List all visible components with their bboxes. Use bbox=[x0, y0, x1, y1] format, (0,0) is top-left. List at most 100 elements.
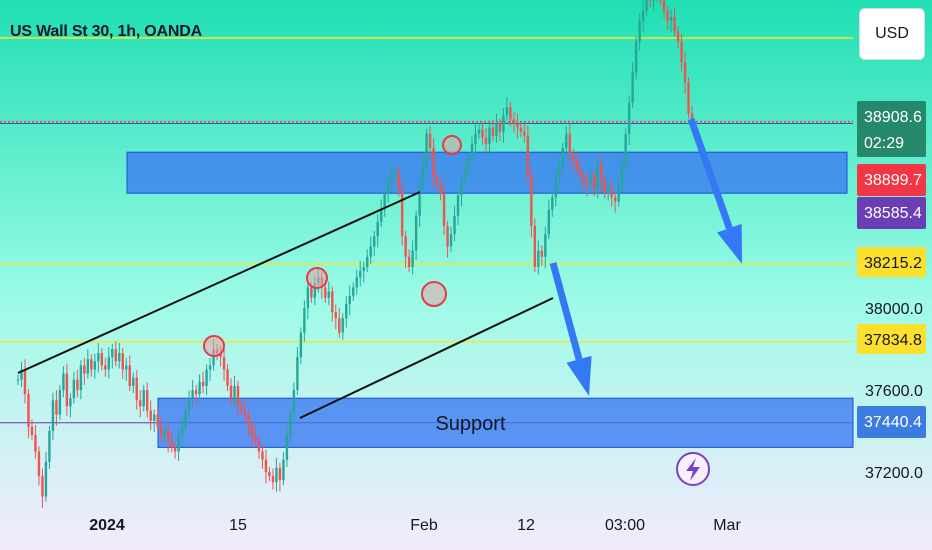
candle-body bbox=[338, 318, 341, 333]
candle-body bbox=[233, 385, 236, 399]
candle-body bbox=[558, 164, 561, 177]
candle-body bbox=[261, 451, 264, 460]
candle-body bbox=[606, 189, 610, 194]
candle-body bbox=[659, 0, 662, 1]
candle-body bbox=[463, 168, 467, 181]
candle-body bbox=[313, 283, 317, 298]
candle-body bbox=[275, 467, 278, 483]
candle-body bbox=[477, 129, 481, 134]
candle-body bbox=[226, 369, 229, 386]
candle-body bbox=[411, 250, 414, 267]
candle-body bbox=[111, 349, 114, 358]
candle-body bbox=[669, 16, 673, 21]
candle-body bbox=[386, 180, 390, 194]
candle-body bbox=[575, 160, 578, 169]
candle-body bbox=[610, 189, 613, 198]
candle-body bbox=[299, 332, 303, 358]
highlight-circle bbox=[442, 135, 462, 155]
candle-body bbox=[418, 185, 421, 216]
candle-body bbox=[359, 271, 362, 278]
candle-body bbox=[600, 164, 603, 181]
candle-body bbox=[687, 82, 690, 114]
candle-body bbox=[90, 359, 93, 370]
candle-body bbox=[579, 168, 582, 177]
candle-body bbox=[268, 472, 271, 477]
candle-body bbox=[442, 193, 446, 226]
candle-body bbox=[453, 215, 456, 235]
candle-body bbox=[554, 176, 558, 198]
candle-body bbox=[236, 385, 240, 407]
candle-body bbox=[505, 107, 509, 116]
highlight-circle bbox=[306, 267, 328, 289]
candle-body bbox=[27, 394, 30, 427]
candle-body bbox=[198, 381, 201, 395]
candle-body bbox=[638, 21, 641, 42]
x-tick-label: 2024 bbox=[89, 517, 125, 534]
candle-body bbox=[537, 250, 540, 267]
candle-body bbox=[170, 441, 173, 448]
candle-body bbox=[282, 459, 285, 481]
candle-body bbox=[502, 115, 505, 132]
candle-body bbox=[83, 365, 86, 374]
candle-body bbox=[303, 308, 306, 333]
currency-button[interactable]: USD bbox=[859, 8, 925, 60]
arrow-head bbox=[566, 355, 592, 396]
candle-body bbox=[495, 123, 498, 136]
candle-body bbox=[544, 234, 547, 257]
candle-body bbox=[341, 318, 344, 333]
candle-body bbox=[407, 256, 411, 267]
candle-body bbox=[526, 135, 530, 175]
candle-body bbox=[435, 176, 439, 185]
candle-body bbox=[177, 435, 180, 452]
candle-body bbox=[366, 256, 369, 267]
candle-body bbox=[118, 353, 121, 362]
candle-body bbox=[379, 209, 383, 222]
candle-body bbox=[540, 250, 544, 257]
candle-body bbox=[58, 390, 62, 415]
arrow-down-support bbox=[549, 262, 592, 396]
candle-body bbox=[156, 414, 159, 427]
candle-body bbox=[48, 431, 51, 462]
candle-body bbox=[683, 62, 687, 83]
candle-body bbox=[586, 180, 589, 185]
candle-body bbox=[355, 277, 358, 288]
x-tick-label: 12 bbox=[517, 517, 535, 534]
candle-body bbox=[191, 390, 194, 399]
candle-body bbox=[565, 133, 568, 149]
candle-body bbox=[620, 164, 624, 185]
candle-body bbox=[240, 406, 243, 411]
candle-body bbox=[16, 379, 20, 381]
candle-body bbox=[93, 361, 97, 370]
candle-body bbox=[254, 435, 257, 442]
candle-body bbox=[152, 414, 156, 421]
candle-body bbox=[509, 107, 512, 120]
x-tick-label: 15 bbox=[229, 517, 247, 534]
candle-body bbox=[257, 441, 261, 452]
candle-body bbox=[44, 461, 48, 497]
price-badge-value: 37440.4 bbox=[864, 414, 922, 431]
highlight-circle bbox=[203, 335, 225, 357]
candle-body bbox=[404, 236, 407, 257]
candle-body bbox=[627, 103, 631, 134]
zone-label: Support bbox=[435, 413, 505, 435]
x-tick-label: Mar bbox=[713, 517, 741, 534]
candle-body bbox=[30, 426, 34, 436]
candle-body bbox=[488, 127, 491, 144]
candle-body bbox=[243, 410, 247, 415]
price-badge bbox=[857, 406, 926, 438]
candle-body bbox=[662, 0, 666, 11]
candle-body bbox=[425, 133, 428, 165]
candle-body bbox=[76, 379, 79, 390]
candle-body bbox=[369, 246, 372, 257]
candle-body bbox=[65, 373, 69, 407]
candle-body bbox=[324, 287, 327, 298]
candle-body bbox=[376, 221, 379, 237]
candle-body bbox=[292, 390, 296, 415]
candle-body bbox=[100, 353, 104, 366]
trendline-lower bbox=[299, 297, 554, 419]
candle-body bbox=[648, 0, 652, 1]
candle-body bbox=[533, 226, 537, 267]
